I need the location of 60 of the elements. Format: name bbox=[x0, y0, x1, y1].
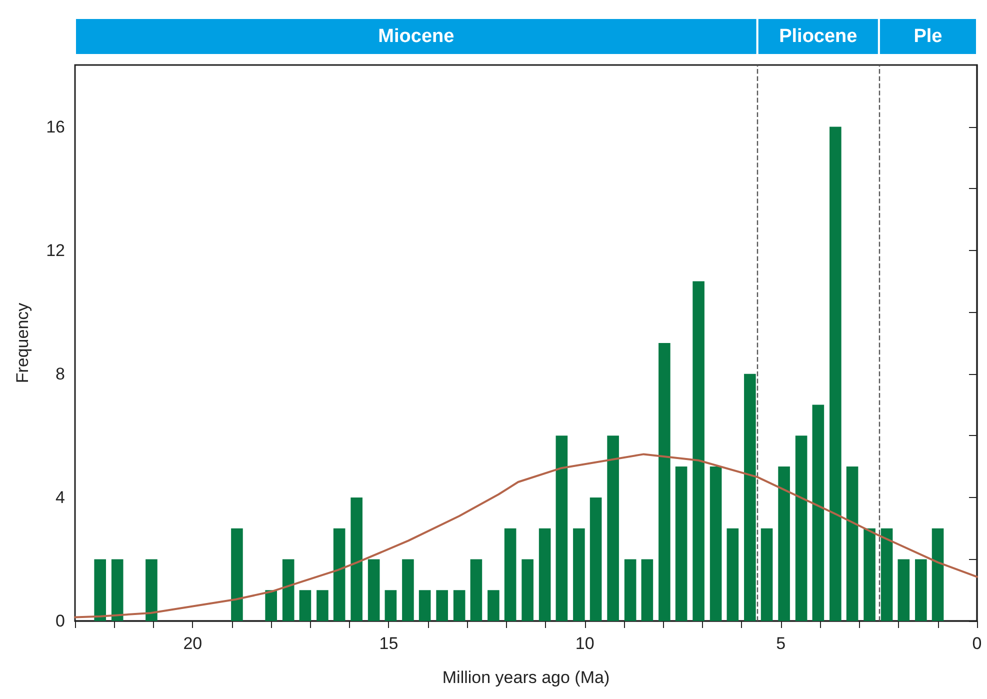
bar bbox=[333, 528, 346, 621]
bar bbox=[522, 559, 534, 621]
bar bbox=[453, 590, 466, 621]
bar bbox=[111, 559, 124, 621]
bar bbox=[368, 559, 380, 621]
bar bbox=[470, 559, 482, 621]
y-tick-label: 8 bbox=[56, 364, 65, 384]
bar bbox=[488, 590, 500, 621]
bar bbox=[710, 466, 722, 621]
bar bbox=[864, 528, 876, 621]
bar bbox=[299, 590, 312, 621]
text: Pliocene bbox=[779, 26, 858, 47]
bar bbox=[846, 466, 858, 621]
bar bbox=[675, 466, 688, 621]
bar bbox=[812, 404, 824, 621]
x-tick-label: 20 bbox=[183, 634, 202, 653]
x-tick-label: 15 bbox=[379, 634, 398, 653]
text: Miocene bbox=[378, 26, 454, 47]
x-tick-label: 5 bbox=[776, 634, 786, 653]
bar bbox=[932, 528, 944, 621]
x-tick-label: 0 bbox=[972, 634, 982, 653]
bar bbox=[538, 528, 551, 621]
y-tick-label: 0 bbox=[56, 612, 65, 630]
bar bbox=[880, 528, 893, 621]
y-tick-label: 16 bbox=[46, 117, 65, 136]
y-tick-label: 4 bbox=[56, 488, 65, 507]
bar bbox=[265, 590, 277, 621]
bar bbox=[624, 559, 636, 621]
bar bbox=[402, 559, 414, 621]
bar bbox=[830, 126, 842, 621]
x-tick-label: 10 bbox=[575, 634, 594, 653]
bar bbox=[744, 374, 756, 621]
bar bbox=[915, 559, 927, 621]
x-axis-title: Million years ago (Ma) bbox=[442, 668, 610, 687]
bar bbox=[692, 281, 704, 621]
bar bbox=[282, 559, 294, 621]
bar bbox=[760, 528, 773, 621]
bar bbox=[418, 590, 431, 621]
bar bbox=[590, 497, 602, 621]
bar bbox=[146, 559, 158, 621]
bar bbox=[316, 590, 328, 621]
line-series bbox=[74, 453, 978, 618]
bar bbox=[898, 559, 910, 621]
bar bbox=[573, 528, 585, 621]
bar bbox=[778, 466, 790, 621]
bar bbox=[658, 343, 670, 621]
text: Ple bbox=[914, 26, 942, 47]
bar bbox=[726, 528, 739, 621]
bar bbox=[436, 590, 448, 621]
bar bbox=[556, 436, 568, 621]
bar bbox=[94, 559, 106, 621]
y-tick-label: 12 bbox=[46, 240, 65, 260]
bar bbox=[231, 528, 243, 621]
bar bbox=[504, 528, 516, 621]
bar bbox=[795, 436, 808, 621]
bar bbox=[350, 497, 362, 621]
bar bbox=[384, 590, 397, 621]
bar bbox=[607, 436, 619, 621]
bar bbox=[641, 559, 654, 621]
y-axis-title: Frequency bbox=[13, 302, 32, 384]
